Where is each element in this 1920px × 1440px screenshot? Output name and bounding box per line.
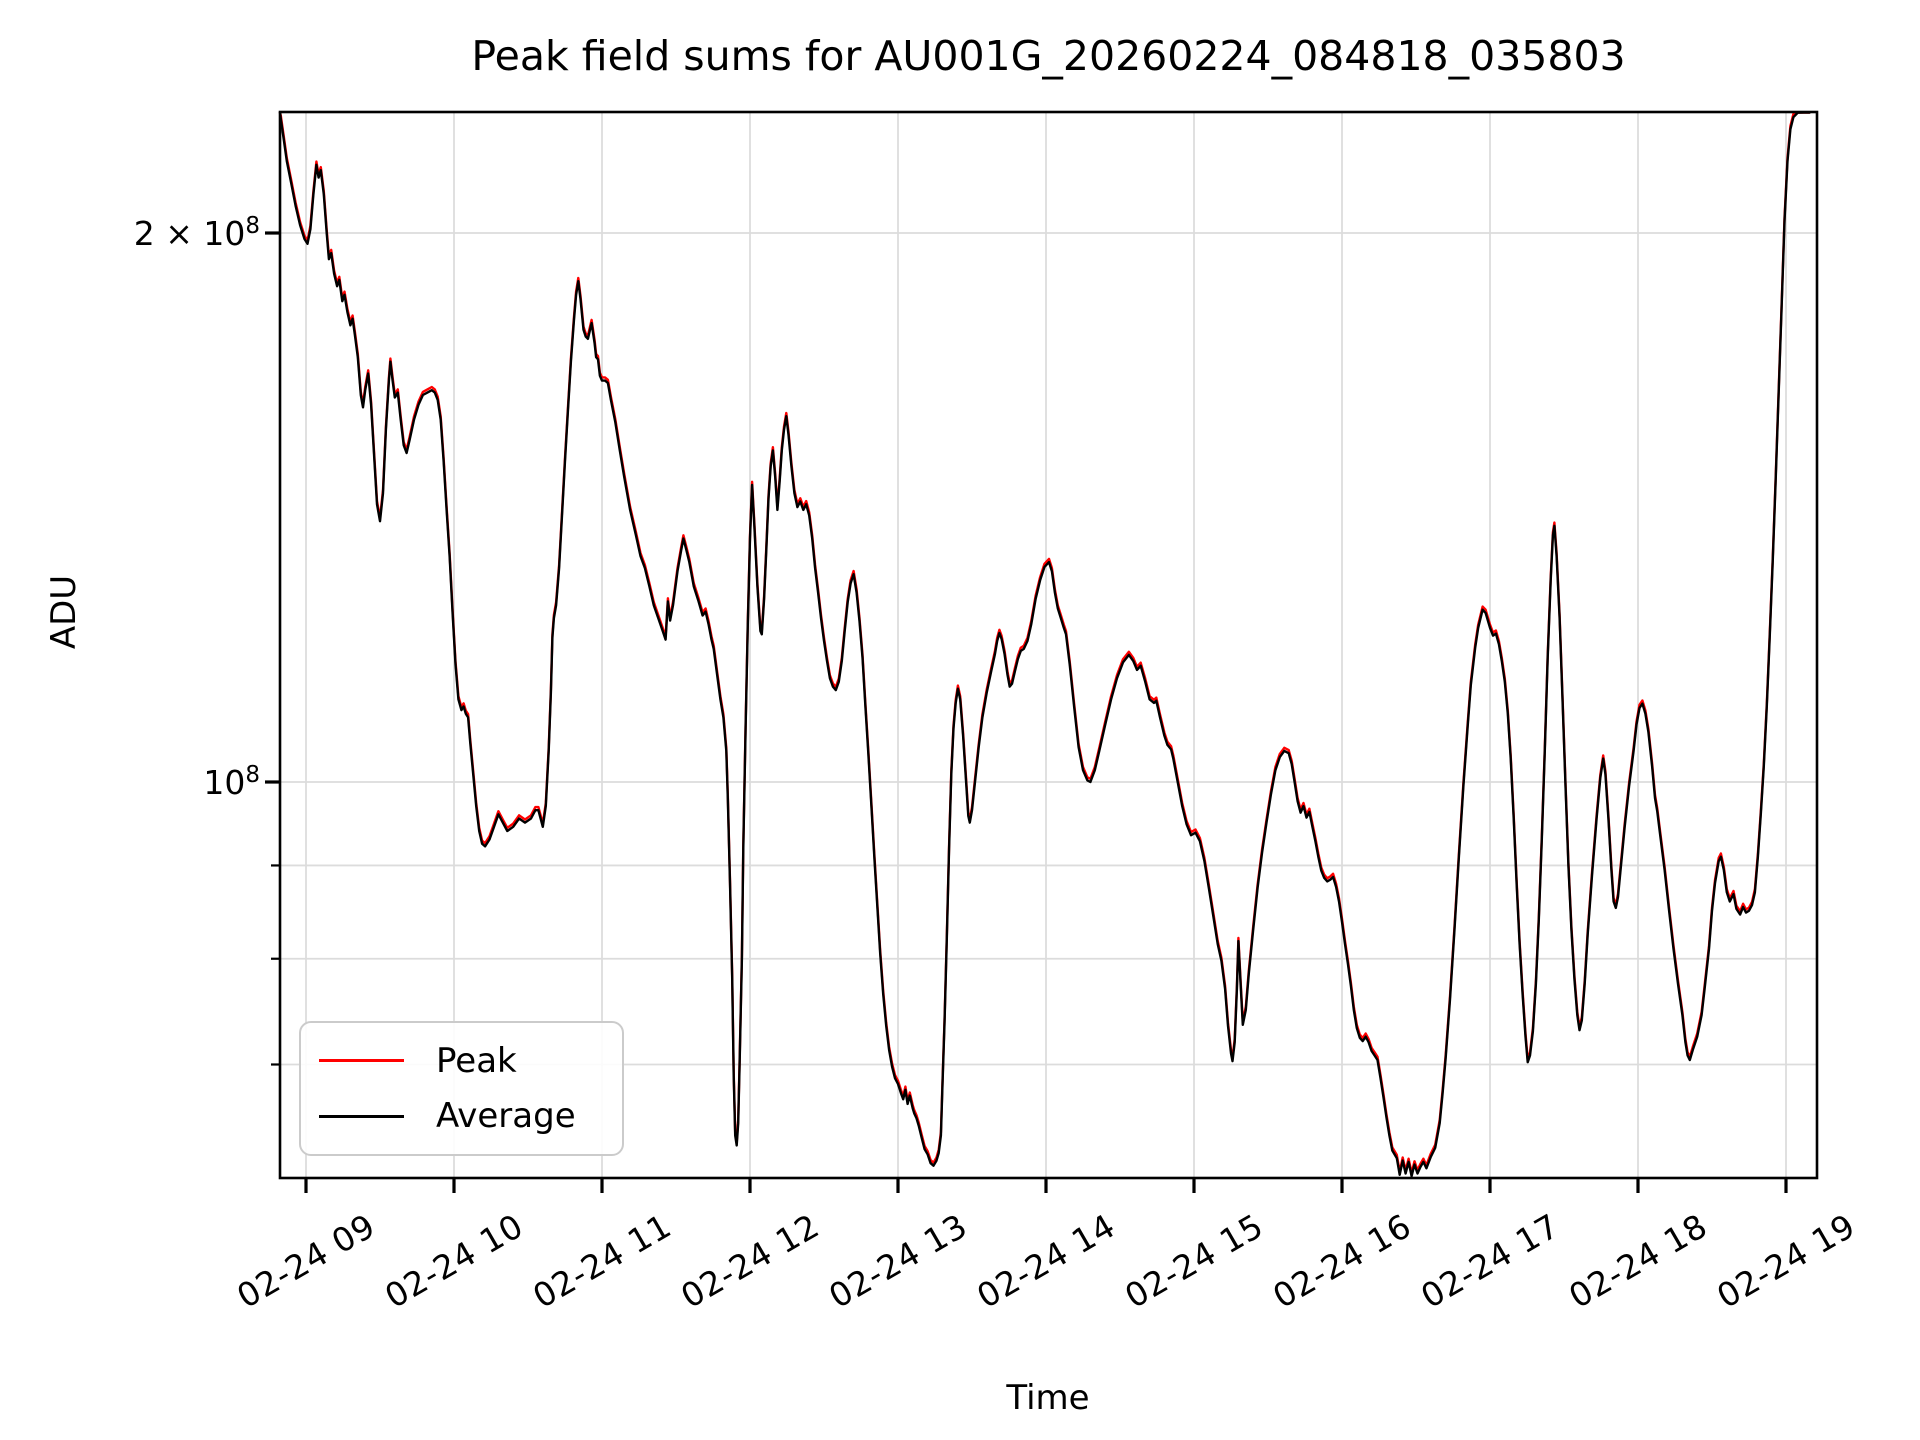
legend: Peak Average [299, 1021, 624, 1156]
legend-label-average: Average [436, 1096, 576, 1137]
y-axis-label: ADU [44, 574, 84, 650]
y-tick-label: 2 × 108 [133, 213, 260, 253]
legend-entry-peak: Peak [301, 1044, 622, 1078]
peak-line [278, 111, 1811, 1175]
legend-line-sample-average [319, 1114, 404, 1118]
average-line [278, 111, 1811, 1178]
y-tick-label: 108 [203, 762, 260, 802]
chart-title: Peak field sums for AU001G_20260224_0848… [471, 32, 1626, 80]
legend-label-peak: Peak [436, 1040, 517, 1081]
legend-entry-average: Average [301, 1099, 622, 1133]
legend-line-sample-peak [319, 1059, 404, 1063]
x-axis-label: Time [1006, 1378, 1090, 1418]
plot-border [278, 110, 1819, 1180]
